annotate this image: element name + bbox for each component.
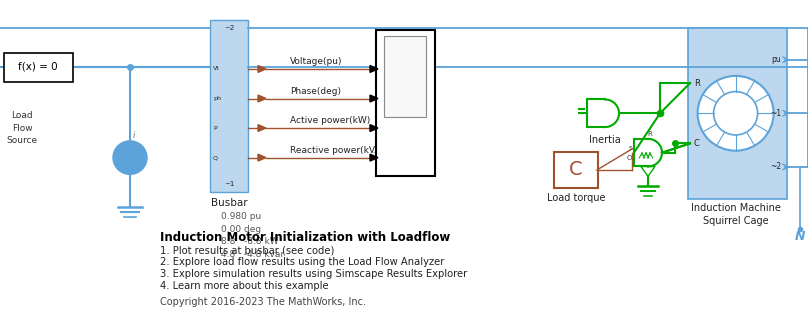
Text: 0.00 deg: 0.00 deg xyxy=(221,225,261,234)
FancyBboxPatch shape xyxy=(688,28,787,199)
Text: i: i xyxy=(133,131,136,141)
Polygon shape xyxy=(370,154,378,161)
Text: s: s xyxy=(629,145,632,151)
Text: C: C xyxy=(694,139,700,148)
Polygon shape xyxy=(370,95,378,102)
Text: N: N xyxy=(795,230,806,243)
Text: 2. Explore load flow results using the Load Flow Analyzer: 2. Explore load flow results using the L… xyxy=(160,257,444,267)
Text: ~2: ~2 xyxy=(224,25,234,31)
Polygon shape xyxy=(370,125,378,132)
Text: f(x) = 0: f(x) = 0 xyxy=(19,62,58,72)
Text: 8.8   -8.8 kW: 8.8 -8.8 kW xyxy=(221,237,279,246)
Text: Inertia: Inertia xyxy=(589,135,621,145)
Text: 1. Plot results at busbar (see code): 1. Plot results at busbar (see code) xyxy=(160,245,335,255)
FancyBboxPatch shape xyxy=(210,20,248,192)
Text: pu: pu xyxy=(772,55,781,64)
Text: Induction Machine
Squirrel Cage: Induction Machine Squirrel Cage xyxy=(691,203,781,226)
Text: Load torque: Load torque xyxy=(547,193,605,203)
Text: ~1: ~1 xyxy=(770,109,781,118)
Text: Induction Motor Initialization with Loadflow: Induction Motor Initialization with Load… xyxy=(160,231,450,244)
Circle shape xyxy=(697,76,773,151)
Text: 4. Learn more about this example: 4. Learn more about this example xyxy=(160,281,329,291)
FancyBboxPatch shape xyxy=(376,30,435,176)
Text: 0.980 pu: 0.980 pu xyxy=(221,212,261,221)
Text: Reactive power(kVAr): Reactive power(kVAr) xyxy=(290,146,388,155)
Text: ~1: ~1 xyxy=(224,181,234,187)
Text: 3. Explore simulation results using Simscape Results Explorer: 3. Explore simulation results using Sims… xyxy=(160,269,467,279)
Text: Voltage(pu): Voltage(pu) xyxy=(290,57,343,66)
Text: e: e xyxy=(133,168,137,174)
Text: Busbar: Busbar xyxy=(211,198,247,208)
Text: Copyright 2016-2023 The MathWorks, Inc.: Copyright 2016-2023 The MathWorks, Inc. xyxy=(160,298,366,307)
Polygon shape xyxy=(258,125,266,132)
Polygon shape xyxy=(258,154,266,161)
Circle shape xyxy=(113,141,147,174)
Text: C: C xyxy=(569,160,583,180)
Text: ~2: ~2 xyxy=(770,162,781,171)
FancyBboxPatch shape xyxy=(554,152,598,188)
Text: Q: Q xyxy=(213,155,218,160)
FancyBboxPatch shape xyxy=(384,36,426,117)
Text: P: P xyxy=(213,125,217,131)
Polygon shape xyxy=(258,66,266,72)
Text: 4.8   -4.8 kvar: 4.8 -4.8 kvar xyxy=(221,250,284,259)
Text: Load
Flow
Source: Load Flow Source xyxy=(6,111,37,145)
Text: O: O xyxy=(627,154,632,161)
Text: R: R xyxy=(694,79,700,88)
Polygon shape xyxy=(258,95,266,102)
Polygon shape xyxy=(370,66,378,72)
Text: Phase(deg): Phase(deg) xyxy=(290,87,341,95)
Text: ph: ph xyxy=(213,96,221,101)
Text: Vt: Vt xyxy=(213,66,220,71)
Text: R: R xyxy=(648,131,652,137)
Text: Active power(kW): Active power(kW) xyxy=(290,116,370,125)
FancyBboxPatch shape xyxy=(4,53,73,82)
